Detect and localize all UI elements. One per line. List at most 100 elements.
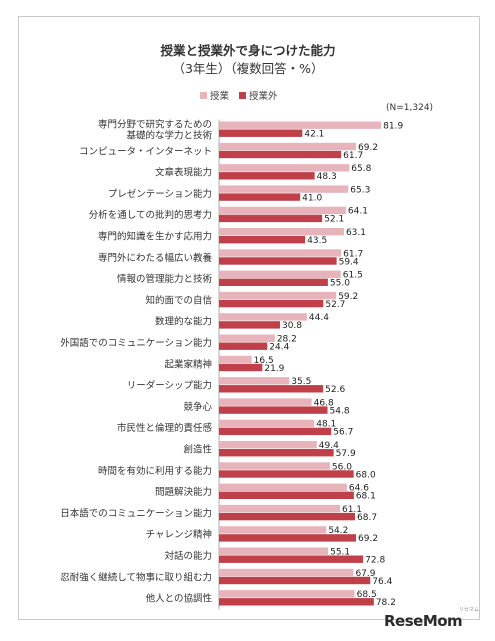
bar-in-class: [219, 291, 337, 300]
bar-outside: [219, 427, 332, 436]
bar-outside: [219, 598, 374, 606]
data-label: 55.0: [330, 279, 350, 289]
bar-outside: [219, 214, 323, 223]
bar-in-class: [219, 504, 340, 513]
bar-outside: [219, 257, 337, 265]
category-label: 専門的知識を生かす応用力: [98, 231, 212, 243]
bar-in-class: [219, 462, 330, 470]
category-label: 他人との協調性: [146, 593, 213, 605]
bar-outside: [219, 576, 371, 585]
data-label: 52.1: [324, 215, 344, 225]
category-label: 基礎的な学力と技術: [126, 130, 212, 142]
category-label: 起業家精神: [164, 358, 212, 370]
bar-outside: [219, 491, 354, 499]
bar-in-class: [219, 355, 252, 364]
category-label: 分析を通しての批判的思考力: [89, 209, 212, 221]
bar-in-class: [219, 547, 329, 555]
data-label: 69.2: [358, 534, 378, 544]
bar-outside: [219, 342, 268, 350]
data-label: 41.0: [302, 193, 322, 203]
bar-outside: [219, 278, 328, 286]
bar-in-class: [219, 590, 355, 598]
category-label: 専門分野で研究するための: [98, 119, 212, 131]
data-label: 69.2: [358, 143, 378, 153]
data-label: 61.1: [342, 505, 362, 515]
bar-in-class: [219, 270, 341, 278]
category-label: 忍耐強く継続して物事に取り組む力: [60, 571, 212, 583]
category-label: チャレンジ精神: [146, 529, 212, 541]
bar-in-class: [219, 228, 344, 236]
bar-in-class: [219, 377, 290, 385]
data-label: 21.9: [264, 364, 284, 374]
data-label: 68.7: [357, 513, 377, 523]
resemom-logo: ReseMom: [384, 612, 463, 630]
category-label: 文章表現能力: [155, 167, 212, 179]
bar-outside: [219, 385, 324, 393]
data-label: 72.8: [365, 556, 385, 566]
data-label: 68.1: [356, 492, 376, 502]
category-label: 創造性: [183, 444, 212, 456]
data-label: 49.4: [319, 441, 339, 451]
data-label: 48.3: [317, 172, 337, 182]
bar-outside: [219, 150, 342, 159]
category-label: 日本語でのコミュニケーション能力: [60, 507, 212, 519]
category-label: プレゼンテーション能力: [108, 188, 212, 200]
bar-outside: [219, 299, 324, 308]
data-label: 61.5: [343, 271, 363, 281]
data-label: 54.8: [330, 406, 350, 416]
data-label: 56.7: [333, 428, 353, 438]
data-label: 46.8: [314, 398, 334, 408]
bar-in-class: [219, 206, 346, 215]
bar-outside: [219, 172, 315, 180]
legend-item-in-class: 授業: [200, 88, 229, 102]
bar-in-class: [219, 142, 357, 151]
bar-in-class: [219, 313, 307, 321]
bar-in-class: [219, 441, 317, 449]
data-label: 52.6: [325, 385, 345, 395]
bar-in-class: [219, 249, 342, 257]
data-label: 61.7: [343, 249, 363, 259]
legend-swatch-in-class: [200, 91, 207, 99]
bar-in-class: [219, 185, 349, 193]
category-label: 競争心: [183, 401, 212, 413]
data-label: 78.2: [376, 598, 396, 608]
bar-outside: [219, 321, 280, 329]
category-label: リーダーシップ能力: [127, 380, 212, 392]
category-label: 数理的な能力: [155, 316, 212, 328]
category-label: 市民性と倫理的責任感: [117, 422, 213, 434]
data-label: 64.6: [349, 484, 369, 494]
bar-in-class: [219, 483, 347, 491]
data-label: 64.1: [348, 207, 368, 217]
bar-in-class: [219, 526, 327, 534]
data-label: 61.7: [343, 151, 363, 161]
legend-label-outside: 授業外: [249, 91, 278, 102]
data-label: 54.2: [328, 526, 348, 536]
data-label: 56.0: [332, 462, 352, 472]
bar-outside: [219, 129, 303, 137]
data-label: 63.1: [346, 228, 366, 238]
data-label: 57.9: [336, 449, 356, 459]
bar-outside: [219, 512, 356, 521]
chart-legend: 授業 授業外: [200, 88, 288, 102]
category-label: 時間を有効に利用する能力: [98, 465, 212, 477]
bar-in-class: [219, 164, 350, 172]
category-label: コンピュータ・インターネット: [79, 146, 212, 157]
bar-in-class: [219, 398, 312, 406]
data-label: 44.4: [309, 313, 329, 323]
sample-size-note: (N=1,324): [386, 103, 434, 113]
data-label: 59.2: [338, 292, 358, 302]
legend-swatch-outside: [239, 91, 247, 99]
bar-in-class: [219, 334, 275, 342]
data-label: 28.2: [277, 335, 297, 345]
data-label: 68.5: [357, 590, 377, 600]
category-label: 知的面での自信: [145, 294, 212, 306]
category-label: 専門外にわたる幅広い教養: [98, 252, 213, 264]
category-label: 問題解決能力: [155, 486, 212, 498]
resemom-logo-sub: リセマム: [459, 607, 480, 613]
data-label: 52.7: [325, 300, 345, 310]
data-label: 35.5: [291, 377, 311, 387]
data-label: 48.1: [316, 420, 336, 430]
legend-item-outside: 授業外: [239, 88, 278, 102]
chart-title: 授業と授業外で身につけた能力: [160, 43, 336, 58]
category-label: 外国語でのコミュニケーション能力: [60, 337, 212, 349]
